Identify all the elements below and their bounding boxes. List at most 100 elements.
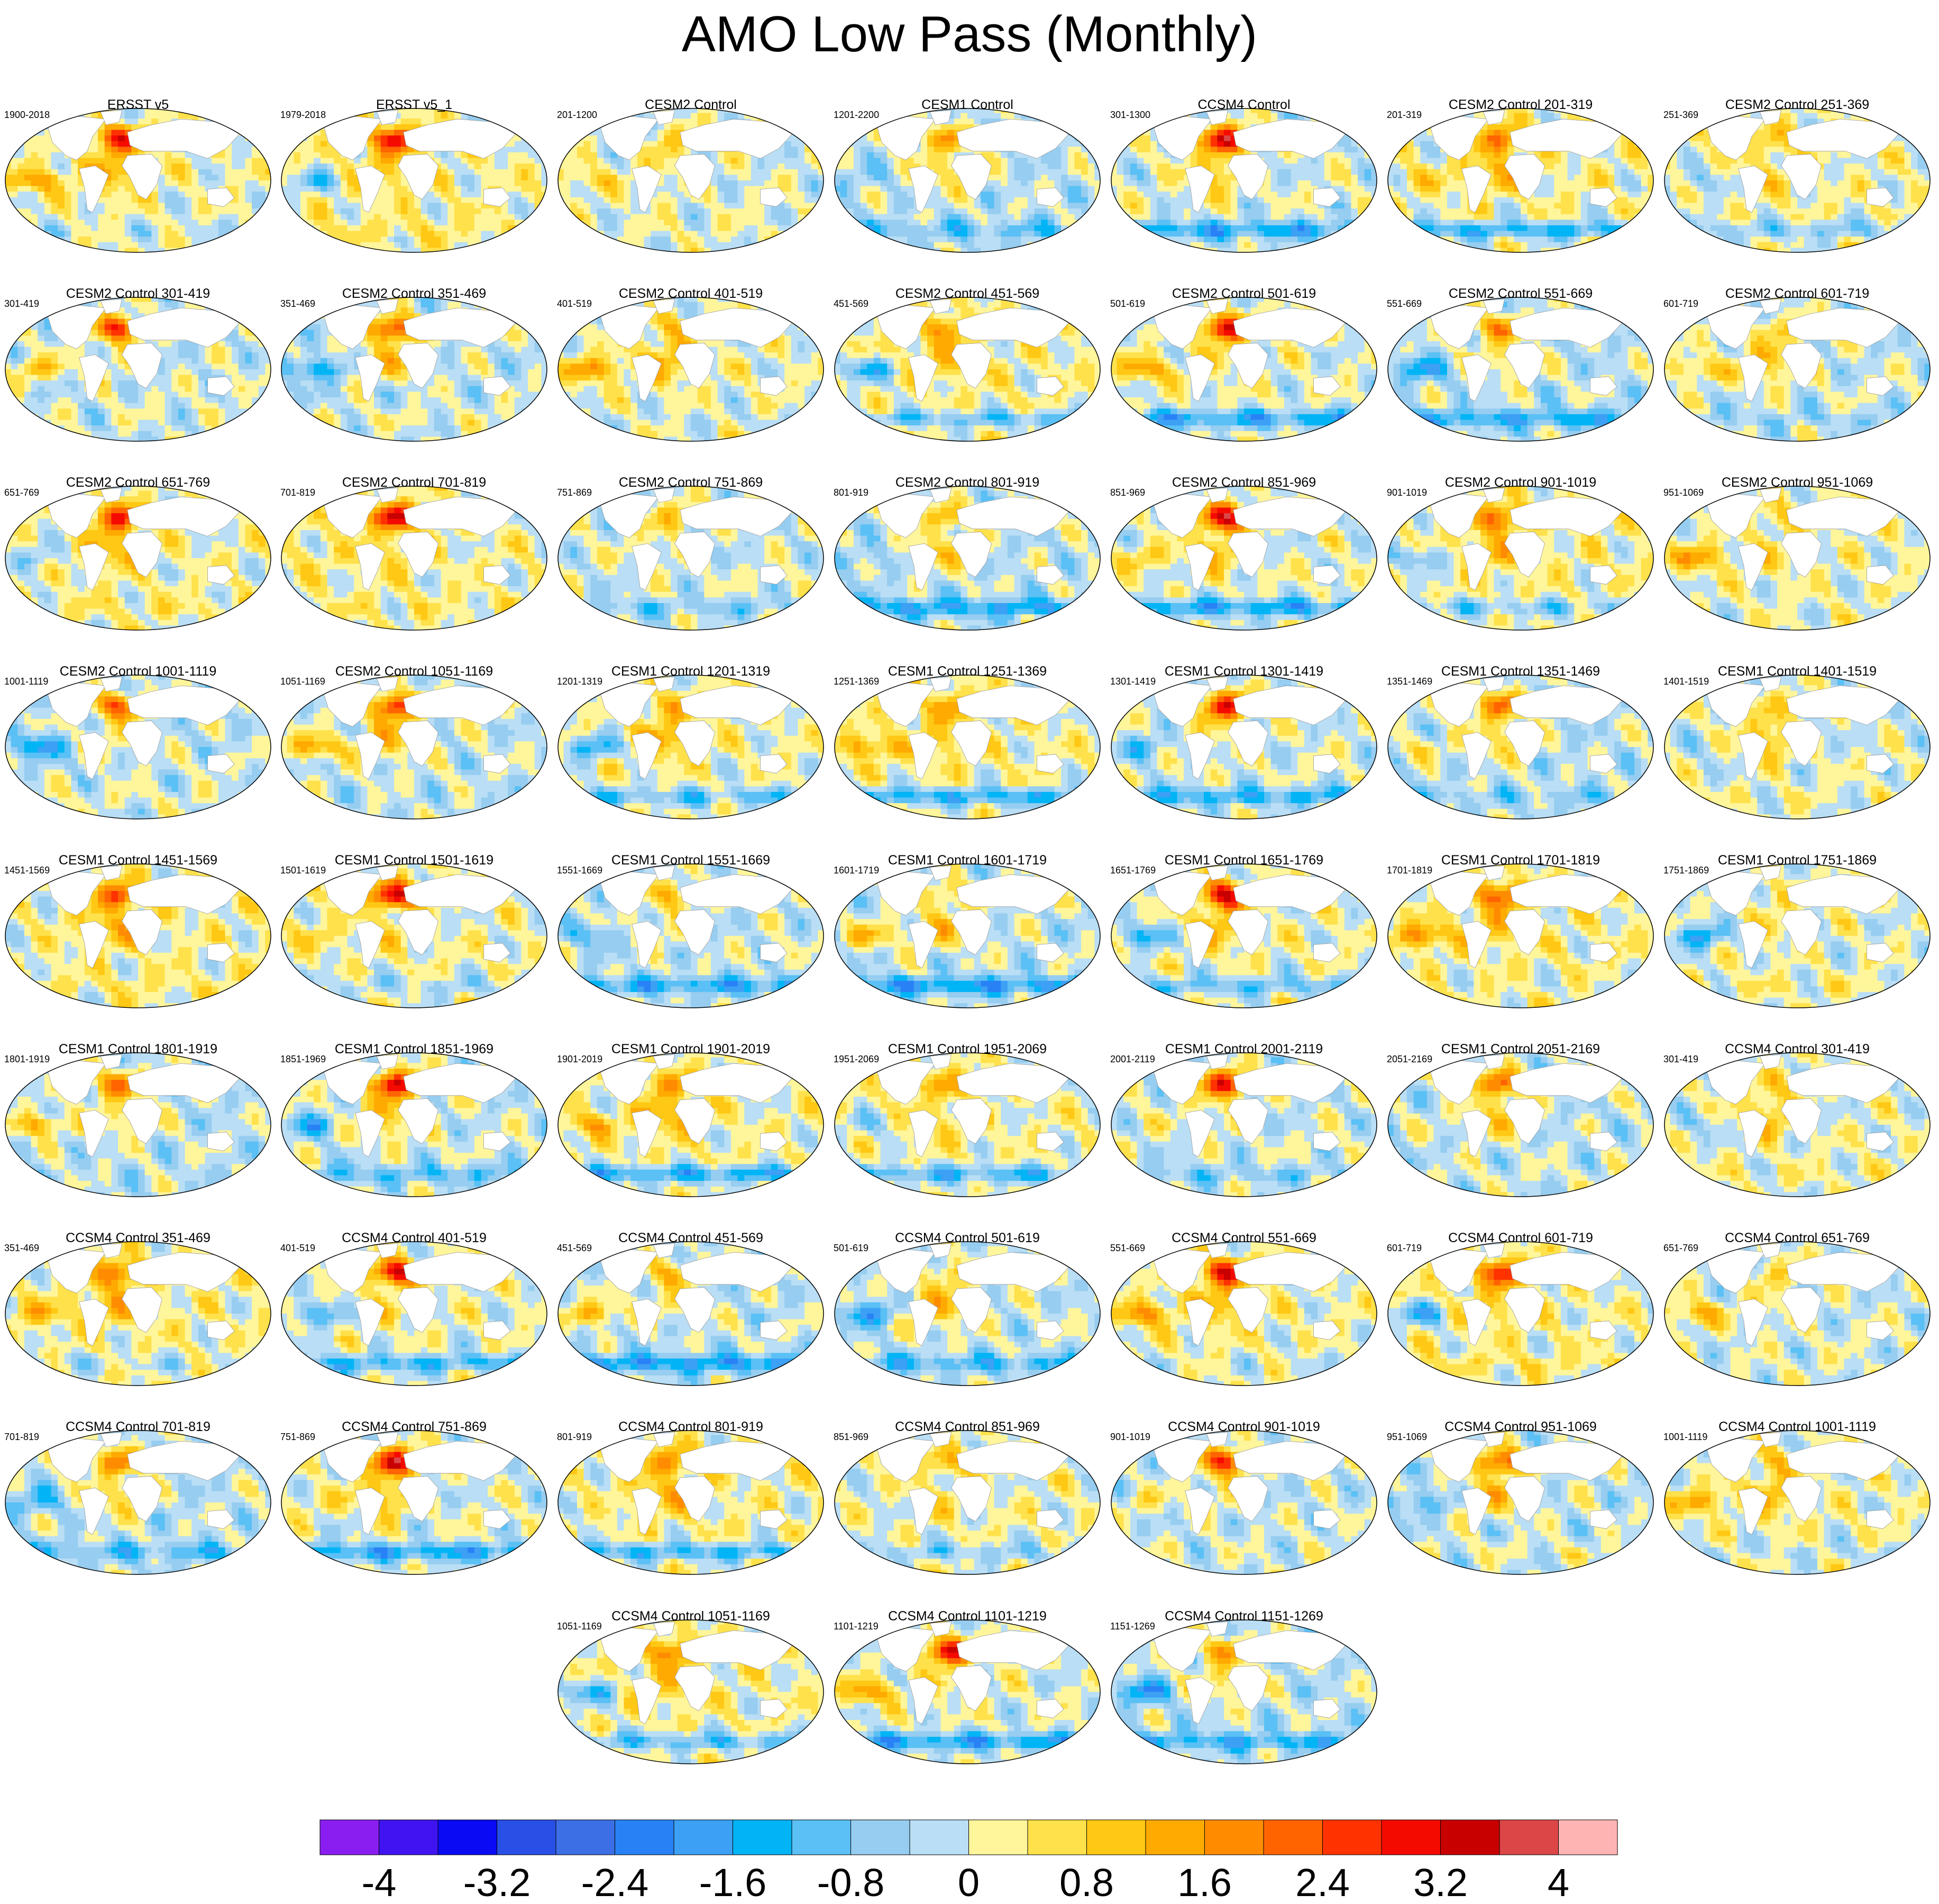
colorbar-swatch xyxy=(1559,1820,1618,1855)
colorbar-swatch xyxy=(438,1820,497,1855)
sst-map xyxy=(1387,1052,1654,1198)
panel-title: CESM2 Control 251-369 xyxy=(1659,97,1935,113)
colorbar-swatch xyxy=(497,1820,556,1855)
sst-map xyxy=(834,674,1101,820)
colorbar-tick-label: -2.4 xyxy=(581,1861,649,1904)
map-panel: CESM1 Control 1401-1519 1401-1519 xyxy=(1659,663,1935,841)
panel-title: CCSM4 Control 501-619 xyxy=(829,1230,1105,1246)
map-panel: CESM2 Control 1051-1169 1051-1169 xyxy=(276,663,552,841)
sst-map xyxy=(1387,1429,1654,1575)
map-panel: CESM2 Control 601-719 601-719 xyxy=(1659,286,1935,463)
panel-title: CCSM4 Control 801-919 xyxy=(553,1419,829,1435)
colorbar-swatch xyxy=(1441,1820,1500,1855)
panel-year-range: 701-819 xyxy=(4,1431,39,1443)
colorbar-tick-label: 0.8 xyxy=(1059,1861,1114,1904)
sst-map xyxy=(280,863,548,1009)
panel-year-range: 751-869 xyxy=(280,1431,315,1443)
panel-year-range: 501-619 xyxy=(1110,298,1145,309)
sst-map xyxy=(834,1429,1101,1575)
panel-year-range: 901-1019 xyxy=(1387,487,1427,498)
panel-year-range: 1601-1719 xyxy=(834,864,879,876)
map-panel: CESM2 Control 551-669 551-669 xyxy=(1383,286,1659,463)
colorbar-tick-label: 2.4 xyxy=(1295,1861,1350,1904)
map-panel: CESM2 Control 251-369 251-369 xyxy=(1659,97,1935,274)
panel-year-range: 1351-1469 xyxy=(1387,676,1432,687)
map-panel: CCSM4 Control 351-469 351-469 xyxy=(0,1230,276,1407)
sst-map xyxy=(1110,1241,1378,1387)
sst-map xyxy=(1387,107,1654,253)
sst-map xyxy=(1387,863,1654,1009)
panel-title: CCSM4 Control 351-469 xyxy=(0,1230,276,1246)
panel-year-range: 301-1300 xyxy=(1110,109,1150,121)
panel-year-range: 501-619 xyxy=(834,1242,868,1254)
panel-year-range: 1001-1119 xyxy=(4,676,48,687)
panel-year-range: 2051-2169 xyxy=(1387,1053,1432,1065)
sst-map xyxy=(834,485,1101,631)
colorbar: -4 -3.2 -2.4 -1.6 -0.8 0 0.8 1.6 2.4 3.2 4 xyxy=(0,1815,1939,1904)
colorbar-tick-label: -0.8 xyxy=(817,1861,885,1904)
sst-map xyxy=(4,1052,272,1198)
sst-map xyxy=(4,485,272,631)
colorbar-tick-label: -1.6 xyxy=(699,1861,767,1904)
panel-year-range: 901-1019 xyxy=(1110,1431,1150,1443)
panel-title: CESM2 Control 351-469 xyxy=(276,286,552,302)
map-panel: CESM1 Control 2001-2119 2001-2119 xyxy=(1106,1041,1382,1218)
map-panel: CESM1 Control 1751-1869 1751-1869 xyxy=(1659,852,1935,1030)
map-panel: CESM2 Control 801-919 801-919 xyxy=(829,475,1105,652)
panel-title: CESM2 Control 851-969 xyxy=(1106,475,1382,490)
map-panel: CCSM4 Control 451-569 451-569 xyxy=(553,1230,829,1407)
panel-year-range: 1051-1169 xyxy=(557,1620,602,1632)
map-panel: CCSM4 Control 851-969 851-969 xyxy=(829,1419,1105,1596)
sst-map xyxy=(280,107,548,253)
map-panel: CCSM4 Control 1001-1119 1001-1119 xyxy=(1659,1419,1935,1596)
sst-map xyxy=(1663,1052,1931,1198)
sst-map xyxy=(1110,485,1378,631)
sst-map xyxy=(1663,107,1931,253)
panel-title: CESM2 Control 301-419 xyxy=(0,286,276,302)
panel-year-range: 401-519 xyxy=(280,1242,315,1254)
sst-map xyxy=(1663,863,1931,1009)
map-panel: CCSM4 Control 651-769 651-769 xyxy=(1659,1230,1935,1407)
sst-map xyxy=(557,1241,825,1387)
colorbar-tick-label: -4 xyxy=(362,1861,397,1904)
sst-map xyxy=(4,296,272,442)
map-panel: CCSM4 Control 301-1300 xyxy=(1106,97,1382,274)
colorbar-swatch xyxy=(1028,1820,1087,1855)
sst-map xyxy=(1110,1429,1378,1575)
map-panel: CCSM4 Control 951-1069 951-1069 xyxy=(1383,1419,1659,1596)
panel-year-range: 301-419 xyxy=(4,298,39,309)
panel-year-range: 701-819 xyxy=(280,487,315,498)
sst-map xyxy=(1110,863,1378,1009)
sst-map xyxy=(1110,1052,1378,1198)
colorbar-swatch xyxy=(556,1820,615,1855)
panel-year-range: 201-319 xyxy=(1387,109,1422,121)
sst-map xyxy=(557,485,825,631)
map-panel: CESM1 Control 1201-2200 xyxy=(829,97,1105,274)
panel-title: CESM2 Control 201-319 xyxy=(1383,97,1659,113)
colorbar-swatch xyxy=(910,1820,969,1855)
map-panel: CESM1 Control 1501-1619 1501-1619 xyxy=(276,852,552,1030)
panel-title: CESM2 Control 701-819 xyxy=(276,475,552,490)
map-panel: CESM2 Control 201-319 201-319 xyxy=(1383,97,1659,274)
map-panel: CCSM4 Control 751-869 751-869 xyxy=(276,1419,552,1596)
map-panel-grid: ERSST v5 1900-2018 ERSST v5_1 1979-2018 CESM… xyxy=(0,0,1939,1799)
sst-map xyxy=(1387,296,1654,442)
panel-year-range: 1651-1769 xyxy=(1110,864,1156,876)
colorbar-tick-label: -3.2 xyxy=(463,1861,531,1904)
panel-year-range: 1751-1869 xyxy=(1663,864,1709,876)
sst-map xyxy=(1663,296,1931,442)
map-panel: CESM2 Control 951-1069 951-1069 xyxy=(1659,475,1935,652)
panel-year-range: 1801-1919 xyxy=(4,1053,50,1065)
panel-title: CESM2 Control 451-569 xyxy=(829,286,1105,302)
panel-year-range: 451-569 xyxy=(834,298,868,309)
colorbar-tick-label: 3.2 xyxy=(1413,1861,1468,1904)
map-panel: CESM2 Control 201-1200 xyxy=(553,97,829,274)
sst-map xyxy=(280,1052,548,1198)
panel-year-range: 651-769 xyxy=(4,487,39,498)
sst-map xyxy=(4,863,272,1009)
colorbar-tick-label: 1.6 xyxy=(1177,1861,1232,1904)
panel-year-range: 1201-1319 xyxy=(557,676,602,687)
panel-year-range: 1501-1619 xyxy=(280,864,326,876)
map-panel: CESM1 Control 1301-1419 1301-1419 xyxy=(1106,663,1382,841)
sst-map xyxy=(557,107,825,253)
